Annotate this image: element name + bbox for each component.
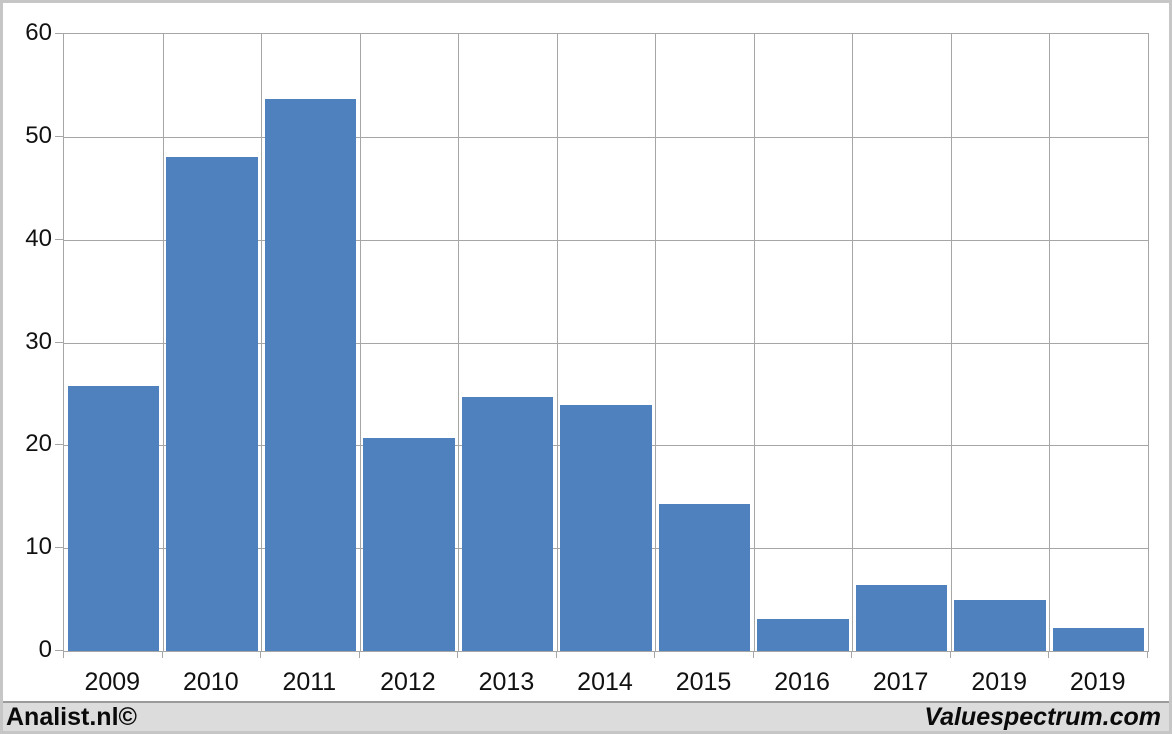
x-tick-label: 2017	[872, 668, 929, 696]
bar-2011	[264, 98, 357, 651]
y-tick-mark	[55, 650, 63, 651]
x-tick-mark	[752, 651, 754, 658]
bar-2010	[166, 157, 258, 651]
x-tick-mark	[851, 651, 853, 658]
gridline-vertical	[1049, 34, 1051, 651]
bar-2009	[67, 385, 160, 651]
y-tick-mark	[55, 33, 63, 34]
footer-strip: Analist.nl© Valuespectrum.com	[3, 701, 1169, 731]
x-tick-mark	[457, 651, 459, 658]
gridline-vertical	[753, 34, 755, 651]
y-tick-label: 60	[25, 19, 52, 46]
y-tick-label: 30	[25, 327, 52, 355]
gridline-vertical	[162, 34, 164, 651]
y-tick-label: 20	[25, 430, 52, 458]
y-tick-mark	[55, 444, 63, 446]
x-tick-label: 2010	[182, 668, 239, 696]
analist-credit: Analist.nl©	[6, 702, 137, 731]
x-tick-label: 2009	[84, 668, 141, 696]
x-tick-mark	[63, 651, 64, 658]
plot-area	[63, 33, 1149, 652]
bar-2017	[855, 585, 948, 651]
y-tick-label: 50	[25, 121, 52, 149]
y-tick-mark	[55, 341, 63, 343]
x-tick-mark	[1147, 651, 1148, 658]
x-tick-mark	[949, 651, 951, 658]
bar-2014	[560, 405, 652, 651]
gridline-vertical	[261, 34, 263, 651]
gridline-horizontal	[64, 342, 1148, 344]
x-tick-label: 2012	[380, 668, 436, 696]
bar-2016	[757, 619, 849, 651]
x-tick-label: 2016	[774, 668, 830, 696]
y-tick-mark	[55, 135, 63, 137]
x-tick-label: 2019	[971, 668, 1027, 696]
y-tick-label: 0	[38, 636, 52, 663]
y-tick-mark	[55, 547, 63, 549]
gridline-horizontal	[64, 136, 1148, 138]
bar-2015	[658, 503, 751, 651]
gridline-vertical	[852, 34, 854, 651]
x-tick-label: 2019	[1069, 668, 1126, 696]
bar-2012	[363, 438, 455, 651]
x-tick-mark	[260, 651, 262, 658]
gridline-vertical	[458, 34, 460, 651]
gridline-vertical	[556, 34, 558, 651]
valuespectrum-credit: Valuespectrum.com	[924, 702, 1161, 731]
bar-2019	[1052, 628, 1145, 651]
y-tick-mark	[55, 238, 63, 240]
x-tick-label: 2011	[282, 668, 337, 696]
y-tick-label: 10	[25, 533, 52, 561]
gridline-horizontal	[64, 239, 1148, 241]
x-tick-mark	[555, 651, 557, 658]
x-tick-mark	[358, 651, 360, 658]
bar-2019	[954, 599, 1046, 651]
y-tick-label: 40	[25, 224, 52, 252]
x-tick-label: 2015	[675, 668, 732, 696]
x-tick-label: 2014	[577, 668, 633, 696]
x-tick-label: 2013	[478, 668, 535, 696]
gridline-vertical	[950, 34, 952, 651]
gridline-vertical	[655, 34, 657, 651]
x-tick-mark	[1048, 651, 1050, 658]
bar-2013	[461, 397, 554, 651]
gridline-vertical	[359, 34, 361, 651]
x-tick-mark	[654, 651, 656, 658]
x-tick-mark	[161, 651, 163, 658]
